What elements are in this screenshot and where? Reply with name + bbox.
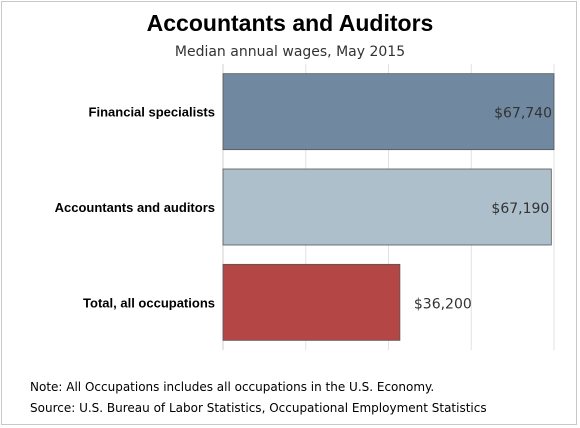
bar	[222, 263, 401, 341]
note-text: Note: All Occupations includes all occup…	[30, 380, 435, 394]
bar-value-label: $67,740	[494, 106, 552, 122]
category-label: Financial specialists	[89, 105, 215, 120]
bar-value-label: $36,200	[414, 296, 472, 312]
category-label: Total, all occupations	[83, 295, 215, 310]
chart-notes: Note: All Occupations includes all occup…	[30, 377, 487, 419]
bar	[222, 73, 555, 151]
category-labels: Financial specialists Accountants and aud…	[55, 105, 215, 311]
source-text: Source: U.S. Bureau of Labor Statistics,…	[30, 401, 487, 415]
value-labels: $67,740 $67,190 $36,200	[414, 106, 552, 313]
chart-title: Accountants and Auditors	[146, 10, 434, 36]
category-label: Accountants and auditors	[55, 200, 215, 215]
chart-subtitle: Median annual wages, May 2015	[174, 44, 406, 60]
bar	[222, 168, 552, 246]
bars	[222, 73, 555, 341]
bar-value-label: $67,190	[491, 201, 549, 217]
